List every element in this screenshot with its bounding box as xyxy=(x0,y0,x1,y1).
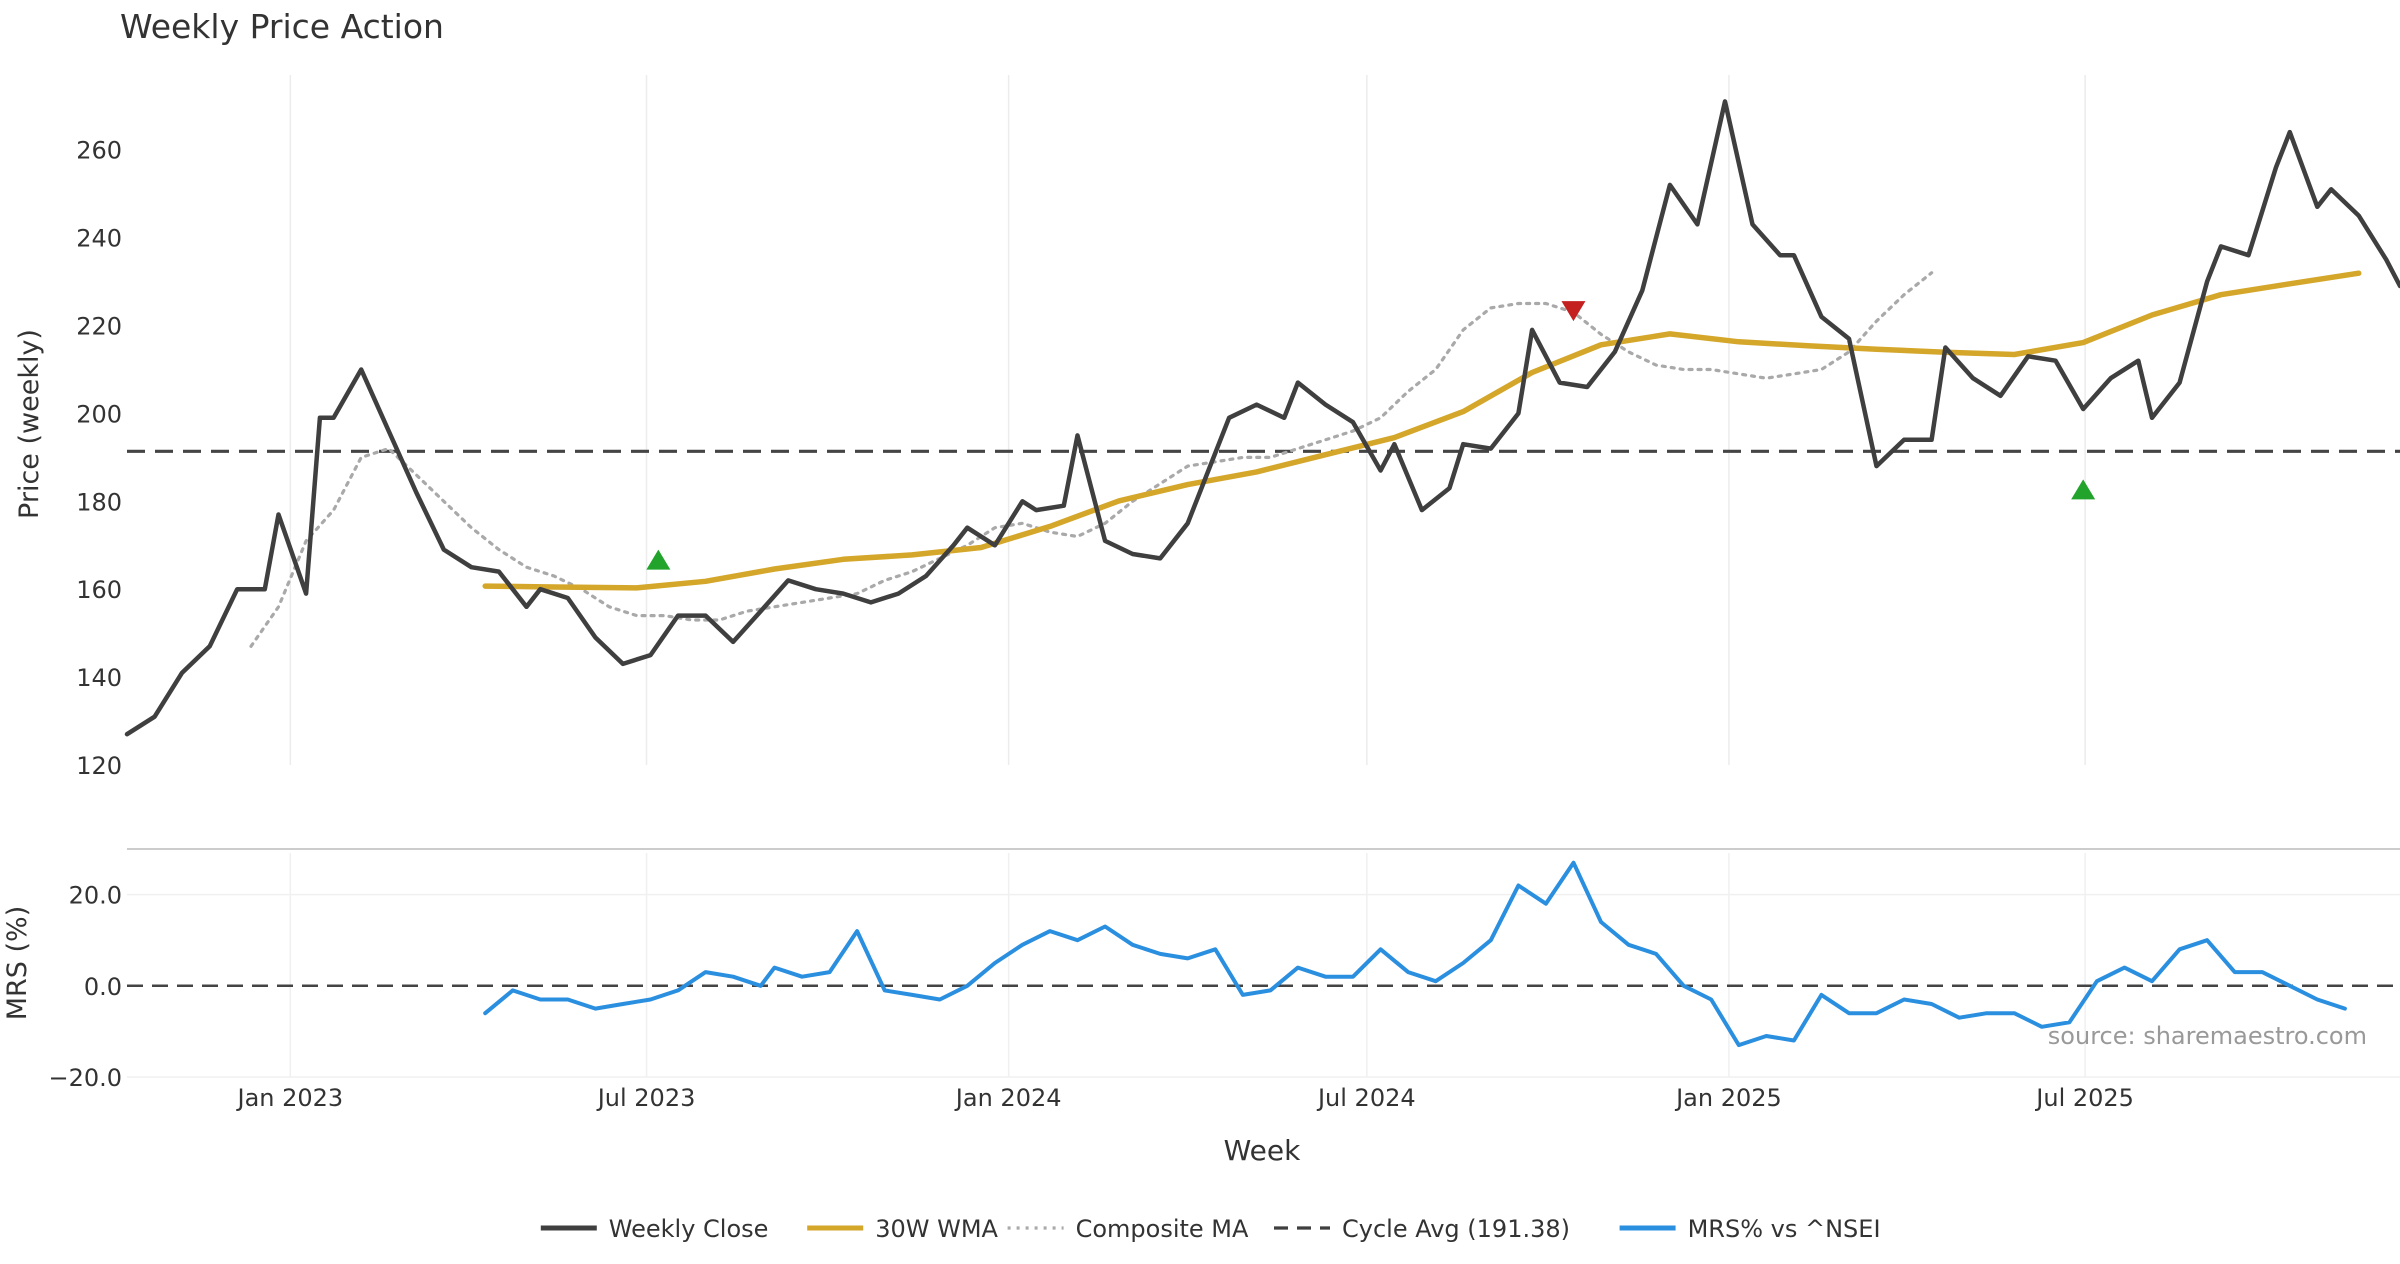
price-y-tick-200: 200 xyxy=(76,400,122,428)
legend: Weekly Close 30W WMA Composite MA Cycle Avg… xyxy=(540,1215,1881,1243)
signal-marker-up-3 xyxy=(2071,479,2096,500)
watermark: source: sharemaestro.com xyxy=(2048,1022,2367,1050)
mrs-y-ticks: −20.0 0.0 20.0 xyxy=(48,882,122,1092)
legend-item-mrs-vs-nsei: MRS% vs ^NSEI xyxy=(1619,1215,1881,1243)
legend-item-composite-ma: Composite MA xyxy=(1007,1215,1249,1243)
price-y-tick-240: 240 xyxy=(76,225,122,253)
price-y-tick-220: 220 xyxy=(76,313,122,341)
mrs-series xyxy=(483,860,2347,1048)
signal-marker-up-1 xyxy=(646,549,671,570)
mrs-y-tick-20-0: −20.0 xyxy=(48,1064,122,1092)
legend-label-cycle-avg-191-38: Cycle Avg (191.38) xyxy=(1342,1215,1570,1243)
legend-label-weekly-close: Weekly Close xyxy=(609,1215,769,1243)
mrs-gridlines xyxy=(127,853,2400,1078)
price-y-tick-260: 260 xyxy=(76,137,122,165)
x-ticks: Jan 2023 Jul 2023 Jan 2024 Jul 2024 Jan 2025… xyxy=(235,1084,2133,1112)
x-tick-label-jan-2025: Jan 2025 xyxy=(1674,1084,1782,1112)
x-axis-label: Week xyxy=(1224,1134,1301,1167)
legend-item-weekly-close: Weekly Close xyxy=(540,1215,769,1243)
price-y-axis-label: Price (weekly) xyxy=(14,329,45,519)
signal-marker-down-2 xyxy=(1561,301,1586,322)
price-y-tick-180: 180 xyxy=(76,488,122,516)
price-y-tick-140: 140 xyxy=(76,664,122,692)
x-tick-label-jul-2024: Jul 2024 xyxy=(1316,1084,1416,1112)
price-y-tick-160: 160 xyxy=(76,576,122,604)
x-tick-label-jul-2023: Jul 2023 xyxy=(596,1084,696,1112)
series-line-weekly-close xyxy=(124,99,2400,737)
price-y-tick-120: 120 xyxy=(76,752,122,780)
chart-title: Weekly Price Action xyxy=(120,7,444,46)
series-line-mrs-vs-nsei xyxy=(483,860,2347,1048)
mrs-y-tick-20-0: 20.0 xyxy=(69,882,122,910)
signal-markers xyxy=(646,301,2096,570)
mrs-y-axis-label: MRS (%) xyxy=(2,906,33,1021)
legend-item-cycle-avg-191-38: Cycle Avg (191.38) xyxy=(1274,1215,1570,1243)
legend-item-30w-wma: 30W WMA xyxy=(807,1215,999,1243)
series-line-composite-ma xyxy=(249,271,1934,648)
x-tick-label-jan-2023: Jan 2023 xyxy=(235,1084,343,1112)
legend-label-composite-ma: Composite MA xyxy=(1076,1215,1249,1243)
price-vertical-gridlines xyxy=(289,75,2086,765)
price-series xyxy=(124,99,2400,737)
legend-label-mrs-vs-nsei: MRS% vs ^NSEI xyxy=(1688,1215,1881,1243)
mrs-y-tick-0-0: 0.0 xyxy=(84,973,122,1001)
series-line-30w-wma xyxy=(482,270,2362,591)
x-tick-label-jan-2024: Jan 2024 xyxy=(954,1084,1062,1112)
legend-label-30w-wma: 30W WMA xyxy=(875,1215,998,1243)
x-tick-label-jul-2025: Jul 2025 xyxy=(2034,1084,2134,1112)
price-y-ticks: 120 140 160 180 200 220 240 260 xyxy=(76,137,122,780)
